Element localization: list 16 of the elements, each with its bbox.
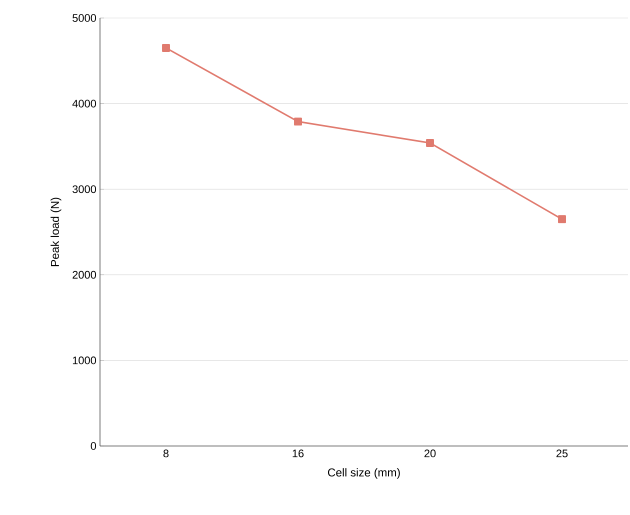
y-tick-label: 4000 [72, 100, 96, 108]
y-tick-label: 3000 [72, 185, 96, 194]
point [558, 215, 566, 224]
x-tick-label: 16 [292, 450, 304, 458]
y-tick-label: 2000 [72, 270, 96, 279]
y-tick-label: 5000 [72, 14, 96, 22]
y-axis-title: Peak load (N) [50, 198, 62, 266]
y-tick-label: 0 [90, 442, 96, 450]
y-tick-label: 1000 [72, 356, 96, 364]
point [426, 138, 434, 147]
x-tick-label: 25 [556, 450, 568, 458]
x-tick-label: 8 [163, 450, 169, 458]
point [162, 44, 170, 52]
point [294, 118, 302, 126]
x-tick-label: 20 [424, 450, 436, 458]
x-axis-title: Cell size (mm) [328, 468, 400, 479]
